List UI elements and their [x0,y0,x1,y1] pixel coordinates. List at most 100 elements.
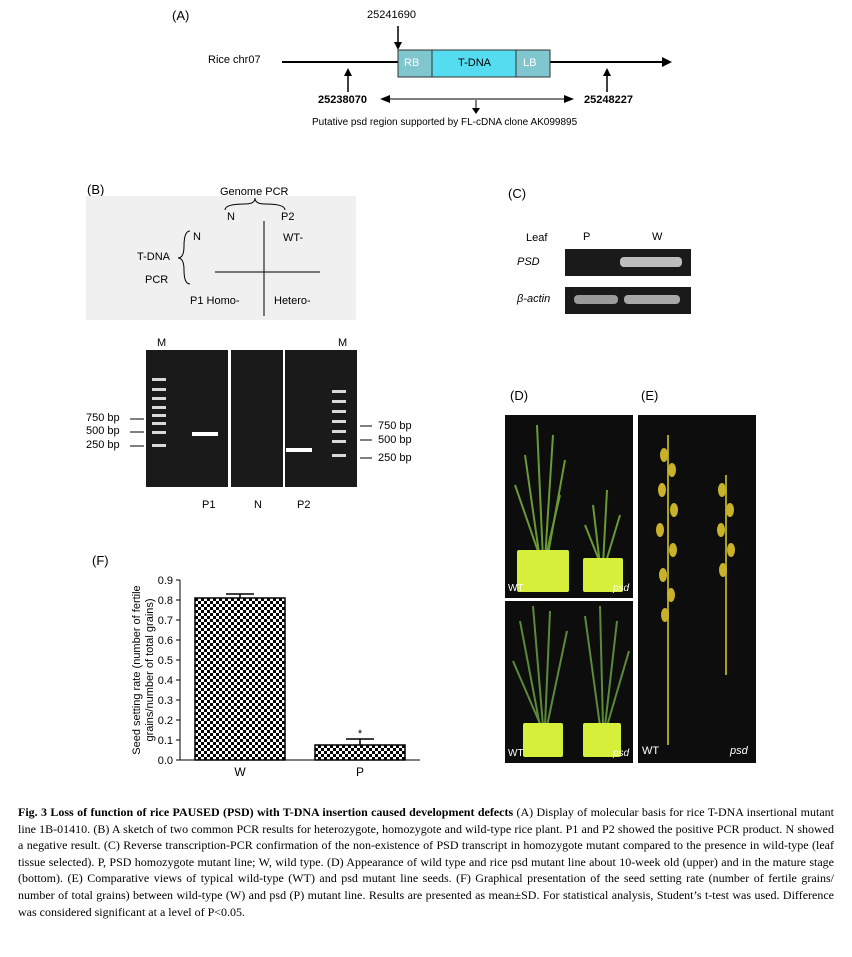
caption-body: (A) Display of molecular basis for rice … [18,805,834,919]
plants-upper-drawing [514,424,621,566]
tdna-box [431,49,517,78]
ladder-right-750: 750 bp [378,420,412,432]
chromosome-arrowhead [662,57,672,67]
ladder-left [152,378,166,447]
gel-block-right [285,350,357,487]
bar-P [314,744,406,761]
y-axis-label-line1: Seed setting rate (number of fertile [131,585,143,754]
lane-p2: P2 [297,499,311,511]
gel-m-right: M [338,337,348,349]
chromosome-label: Rice chr07 [208,54,261,66]
band-p2 [286,448,312,452]
ladder-left-500: 500 bp [86,425,120,437]
panel-a-label: (A) [172,8,190,23]
y-tick-label: 0.5 [158,655,173,667]
psd-seed-label: psd [730,745,748,757]
tdna-row-label: T-DNA [137,251,170,263]
col-w-label: W [652,231,663,243]
gene-psd-label: PSD [517,256,540,268]
x-tick-label: P [356,765,364,779]
ladder-ticks [130,418,372,459]
left-arrowhead [344,68,352,76]
y-tick-label: 0.3 [158,695,173,707]
tdna-label: T-DNA [458,57,491,69]
photo-d-lower: WT psd [505,601,633,763]
y-tick-label: 0.6 [158,635,173,647]
insert-position: 25241690 [367,9,416,21]
genome-pcr-label: Genome PCR [220,186,289,198]
photo-e-seeds: WT psd [638,415,756,763]
insert-arrowhead [394,42,402,50]
pot-wt-upper [517,550,569,592]
wt-lower-label: WT [508,748,524,759]
band-psd-w [620,257,682,267]
panel-d-label: (D) [510,388,529,403]
pot-psd-upper [583,558,623,592]
region-down-head [472,108,480,114]
gel-m-left: M [157,337,167,349]
gel-block-left [146,350,228,487]
panel-b-label: (B) [87,182,105,197]
ladder-right-250: 250 bp [378,452,412,464]
wt-upper-label: WT [508,583,524,594]
row-n-label: N [193,231,201,243]
ladder-right [332,390,346,457]
ladder-left-250: 250 bp [86,439,120,451]
plants-lower-drawing [512,605,630,727]
pot-wt-lower [523,723,563,757]
gel-block-middle [231,350,283,487]
pot-psd-lower [583,723,621,757]
pcr-row-label: PCR [145,274,169,286]
x-tick-label: W [234,765,246,779]
gene-actin-label: β-actin [517,293,551,305]
wt-label: WT- [283,232,304,244]
band-actin-p [574,295,618,304]
ladder-left-750: 750 bp [86,412,120,424]
region-note: Putative psd region supported by FL-cDNA… [312,117,578,128]
y-tick-label: 0.9 [158,575,173,587]
tdna-brace [177,230,191,285]
psd-lower-label: psd [613,748,630,759]
lane-n: N [254,499,262,511]
band-actin-w [624,295,680,304]
lb-label: LB [523,57,537,69]
hetero-label: Hetero- [274,295,311,307]
region-right-head [564,95,574,103]
y-tick-label: 0.7 [158,615,173,627]
photo-d-upper: WT psd [505,415,633,598]
panel-a-diagram [282,26,672,114]
ladder-right-500: 500 bp [378,434,412,446]
y-tick-label: 0.1 [158,735,173,747]
y-tick-label: 0.2 [158,715,173,727]
rb-box [397,49,433,78]
col-n-label: N [227,211,235,223]
col-p-label: P [583,231,591,243]
y-tick-label: 0.4 [158,675,173,687]
y-axis-label-line2: grains/number of total grains) [144,598,156,741]
y-tick-label: 0.0 [158,755,173,767]
p1homo-label: P1 Homo- [190,295,240,307]
bar-W [194,597,286,761]
seed-setting-chart: 0.0 0.1 0.2 0.3 0.4 0.5 0.6 0.7 0.8 0.9 Seed setti… [131,575,420,779]
panel-c-label: (C) [508,186,527,201]
figure-caption: Fig. 3 Loss of function of rice PAUSED (… [18,804,834,920]
pcr-sketch-lines [177,197,320,316]
genome-brace [224,197,286,211]
wt-seed-label: WT [642,745,660,757]
gel-bands [152,378,346,457]
left-position: 25238070 [318,94,367,106]
lb-box [515,49,551,78]
pcr-sketch-bg [86,196,356,320]
leaf-label: Leaf [526,232,548,244]
col-p2-label: P2 [281,211,295,223]
right-arrowhead [603,68,611,76]
significance-star: * [358,728,363,740]
region-left-head [380,95,390,103]
panel-f-label: (F) [92,553,109,568]
lane-p1: P1 [202,499,216,511]
y-tick-label: 0.8 [158,595,173,607]
panicles-drawing [656,435,735,745]
psd-upper-label: psd [613,583,630,594]
panel-e-label: (E) [641,388,659,403]
right-position: 25248227 [584,94,633,106]
